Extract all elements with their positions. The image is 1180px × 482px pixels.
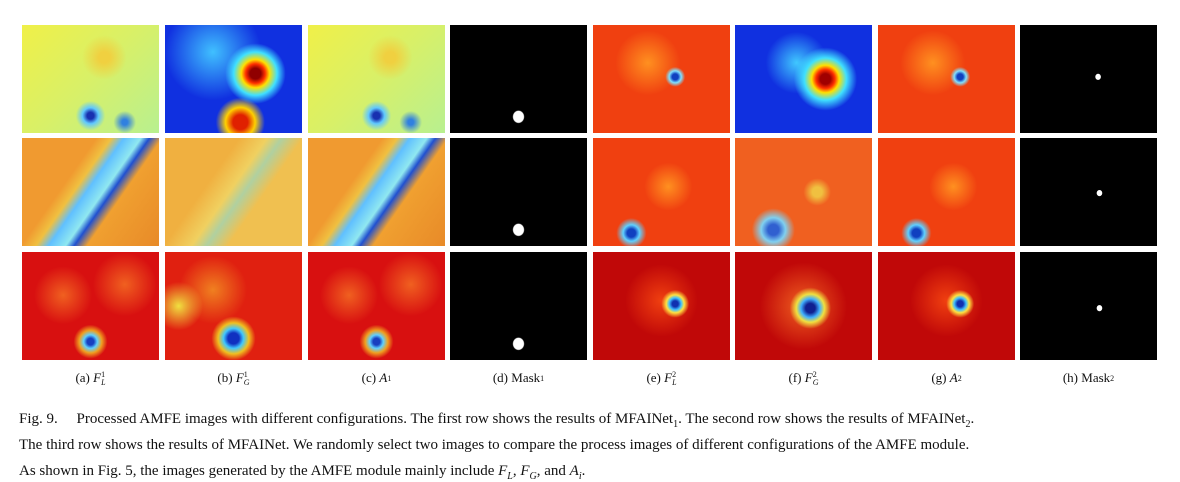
label-sub: G <box>243 378 250 388</box>
caption-line: As shown in Fig. 5, the images generated… <box>19 463 585 482</box>
label-symbol: F <box>804 370 813 385</box>
heatmap-image <box>878 138 1015 246</box>
label-symbol: A <box>379 370 388 385</box>
heatmap-image <box>593 252 730 360</box>
label-tag: (h) <box>1062 370 1079 385</box>
heatmap-image <box>308 252 445 360</box>
caption-text: The third row shows the results of MFAIN… <box>19 437 970 453</box>
label-sup: 1 <box>540 374 545 384</box>
heatmap-image <box>593 25 730 133</box>
label-sup: 2 <box>957 374 962 384</box>
caption-sub: G <box>530 471 537 482</box>
heatmap-image <box>22 252 159 360</box>
heatmap-image <box>878 252 1015 360</box>
label-tag: (d) <box>492 370 509 385</box>
caption-math: A <box>569 463 579 479</box>
heatmap-image <box>308 25 445 133</box>
label-sup: 2 <box>1110 374 1115 384</box>
heatmap-image <box>1020 252 1157 360</box>
label-tag: (c) <box>361 370 377 385</box>
caption-sub: 1 <box>673 419 679 430</box>
caption-math: F <box>520 463 530 479</box>
heatmap-image <box>735 252 872 360</box>
label-tag: (g) <box>931 370 947 385</box>
heatmap-image <box>450 138 587 246</box>
heatmap-image <box>22 25 159 133</box>
label-symbol: Mask <box>511 370 541 385</box>
heatmap-image <box>165 138 302 246</box>
heatmap-image <box>878 25 1015 133</box>
caption-label: Fig. 9. <box>19 411 58 427</box>
caption-text: Processed AMFE images with different con… <box>76 411 674 427</box>
heatmap-image <box>165 25 302 133</box>
caption-sub-text: i <box>578 471 582 482</box>
column-label: (h) Mask 2 <box>1020 370 1157 386</box>
heatmap-image <box>450 25 587 133</box>
label-symbol: Mask <box>1081 370 1111 385</box>
heatmap-image <box>735 25 872 133</box>
caption-sub: 2 <box>965 419 971 430</box>
heatmap-image <box>22 138 159 246</box>
label-symbol: F <box>664 370 673 385</box>
label-sup: 1 <box>387 374 392 384</box>
label-tag: (b) <box>217 370 233 385</box>
label-sub: G <box>812 378 819 388</box>
caption-line: The third row shows the results of MFAIN… <box>19 437 969 454</box>
label-tag: (f) <box>788 370 802 385</box>
label-sup: 2 <box>812 370 817 380</box>
caption-text: . The second row shows the results of MF… <box>678 411 966 427</box>
label-symbol: F <box>93 370 102 385</box>
caption-line: Fig. 9. Processed AMFE images with diffe… <box>19 411 974 430</box>
caption-text: . <box>970 411 975 427</box>
label-scripts: 2 <box>1110 375 1114 383</box>
label-scripts: 1 <box>387 375 391 383</box>
column-label: (d) Mask 1 <box>450 370 587 386</box>
caption-sub: L <box>507 471 513 482</box>
caption-sub-text: L <box>507 471 513 482</box>
label-scripts: 1 <box>540 375 544 383</box>
heatmap-image <box>450 252 587 360</box>
caption-sub: i <box>579 471 582 482</box>
label-scripts: 2 <box>958 375 962 383</box>
label-tag: (e) <box>646 370 661 385</box>
caption-text: As shown in Fig. 5, the images generated… <box>19 463 499 479</box>
caption-sub-text: G <box>529 471 537 482</box>
caption-math: F <box>498 463 508 479</box>
heatmap-image <box>1020 25 1157 133</box>
caption-text: . <box>581 463 586 479</box>
label-sub: L <box>101 378 106 388</box>
heatmap-image <box>735 138 872 246</box>
label-symbol: A <box>949 370 958 385</box>
heatmap-image <box>308 138 445 246</box>
heatmap-image <box>593 138 730 246</box>
label-sup: 2 <box>672 370 677 380</box>
heatmap-image <box>1020 138 1157 246</box>
heatmap-image <box>165 252 302 360</box>
label-tag: (a) <box>75 370 90 385</box>
caption-text: , and <box>536 463 570 479</box>
caption-text: , <box>512 463 521 479</box>
label-sub: L <box>672 378 677 388</box>
label-symbol: F <box>235 370 244 385</box>
label-sup: 1 <box>243 370 248 380</box>
label-sup: 1 <box>101 370 106 380</box>
